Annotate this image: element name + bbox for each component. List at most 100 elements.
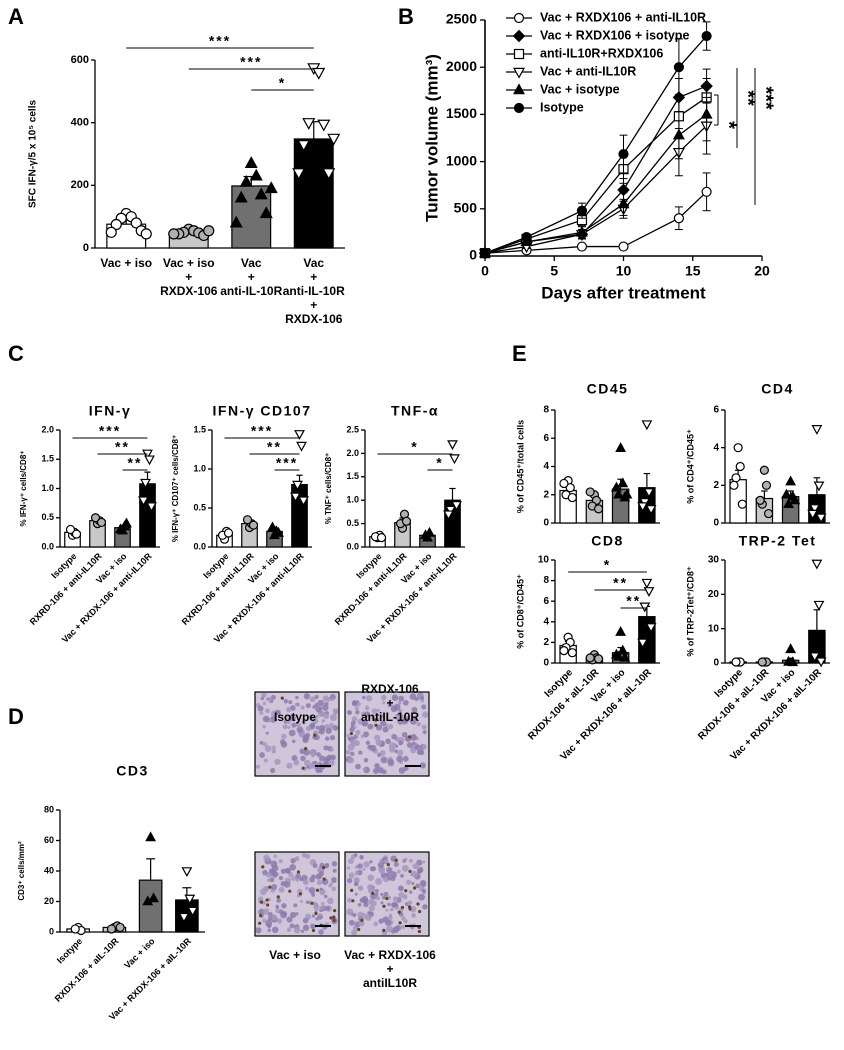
cell-nucleus (302, 924, 310, 931)
cell-nucleus (422, 711, 429, 718)
cell-nucleus (387, 902, 391, 907)
cell-nucleus (271, 884, 278, 890)
cell-nucleus (323, 713, 330, 719)
y-axis-label: % of CD8⁺/CD45⁺ (515, 574, 525, 649)
cell-nucleus (330, 747, 334, 752)
stained-cell (332, 918, 336, 923)
y-tick-label: 6 (543, 433, 549, 444)
cell-nucleus (412, 741, 416, 746)
cell-nucleus (345, 749, 351, 755)
legend-label: Vac + isotype (540, 82, 620, 96)
cell-nucleus (386, 925, 393, 933)
data-point (731, 657, 741, 667)
y-tick-label: 60 (44, 835, 54, 845)
cell-nucleus (359, 855, 364, 860)
cell-nucleus (363, 731, 370, 738)
y-axis-label: % IFN-γ⁺ CD107⁺ cells/CD8⁺ (171, 435, 180, 542)
cell-nucleus (262, 724, 266, 729)
data-point (785, 475, 797, 486)
data-point (248, 520, 259, 530)
data-point (737, 499, 747, 509)
cell-nucleus (316, 752, 322, 757)
data-point (254, 187, 268, 200)
legend-label: Vac + RXDX106 + isotype (540, 28, 689, 42)
y-tick-label: 0 (543, 518, 549, 529)
cell-nucleus (318, 728, 325, 735)
cell-nucleus (398, 767, 406, 774)
y-tick-label: 0.0 (41, 541, 54, 551)
cell-nucleus (390, 871, 398, 879)
cell-nucleus (283, 698, 289, 704)
cell-nucleus (320, 902, 325, 906)
cell-nucleus (263, 854, 270, 862)
data-point (96, 517, 107, 528)
cell-nucleus (400, 874, 404, 878)
stained-cell (350, 888, 354, 892)
cell-nucleus (288, 700, 293, 705)
data-point (567, 492, 577, 503)
cell-nucleus (290, 858, 296, 864)
cell-nucleus (390, 705, 398, 713)
cell-nucleus (353, 877, 360, 884)
cell-nucleus (412, 863, 419, 870)
y-tick-label: 4 (543, 461, 549, 472)
cell-nucleus (355, 763, 361, 770)
cell-nucleus (382, 876, 389, 883)
legend-label: Isotype (540, 100, 584, 114)
y-tick-label: 8 (543, 575, 549, 586)
cell-nucleus (305, 703, 311, 709)
chart-title: CD3 (116, 763, 149, 779)
data-point (615, 626, 627, 636)
data-point (267, 521, 278, 532)
stained-cell (311, 928, 316, 933)
data-point (789, 494, 801, 505)
data-point (672, 128, 685, 140)
cell-nucleus (352, 700, 357, 705)
y-tick-label: 10 (708, 623, 720, 634)
significance-label: ** (115, 439, 130, 455)
cell-nucleus (293, 903, 298, 908)
cell-nucleus (408, 890, 413, 894)
cell-nucleus (303, 749, 310, 756)
stained-cell (322, 877, 326, 881)
y-tick-label: 2000 (446, 58, 477, 74)
data-point (142, 895, 154, 906)
cell-nucleus (317, 699, 325, 707)
data-point (611, 648, 622, 659)
cell-nucleus (262, 918, 267, 923)
data-point (292, 480, 303, 491)
stained-cell (397, 910, 401, 914)
data-point (701, 30, 712, 42)
cell-nucleus (272, 873, 278, 878)
cell-nucleus (332, 868, 337, 873)
cell-nucleus (262, 908, 270, 915)
cell-nucleus (308, 886, 316, 894)
cell-nucleus (315, 767, 322, 773)
cell-nucleus (275, 908, 280, 913)
cell-nucleus (265, 708, 270, 714)
data-point (264, 181, 278, 194)
data-point (521, 232, 532, 243)
data-point (619, 651, 631, 662)
cell-nucleus (399, 709, 403, 713)
significance-label: *** (240, 54, 262, 70)
data-point (110, 218, 122, 231)
significance-label: ** (613, 575, 628, 591)
cell-nucleus (282, 724, 288, 730)
data-point (759, 465, 769, 475)
chart-title: IFN-γ (89, 403, 132, 419)
x-tick-label: 20 (754, 263, 770, 279)
cell-nucleus (367, 723, 374, 730)
data-point (735, 461, 745, 472)
cell-nucleus (374, 762, 380, 769)
cell-nucleus (375, 739, 382, 746)
cell-nucleus (402, 894, 408, 900)
cell-nucleus (372, 767, 379, 774)
cell-nucleus (291, 722, 297, 728)
cell-nucleus (409, 858, 413, 863)
data-point (317, 119, 331, 132)
y-tick-label: 2.0 (41, 424, 54, 434)
data-point (479, 248, 491, 259)
cell-nucleus (295, 873, 301, 879)
cell-nucleus (330, 697, 335, 702)
